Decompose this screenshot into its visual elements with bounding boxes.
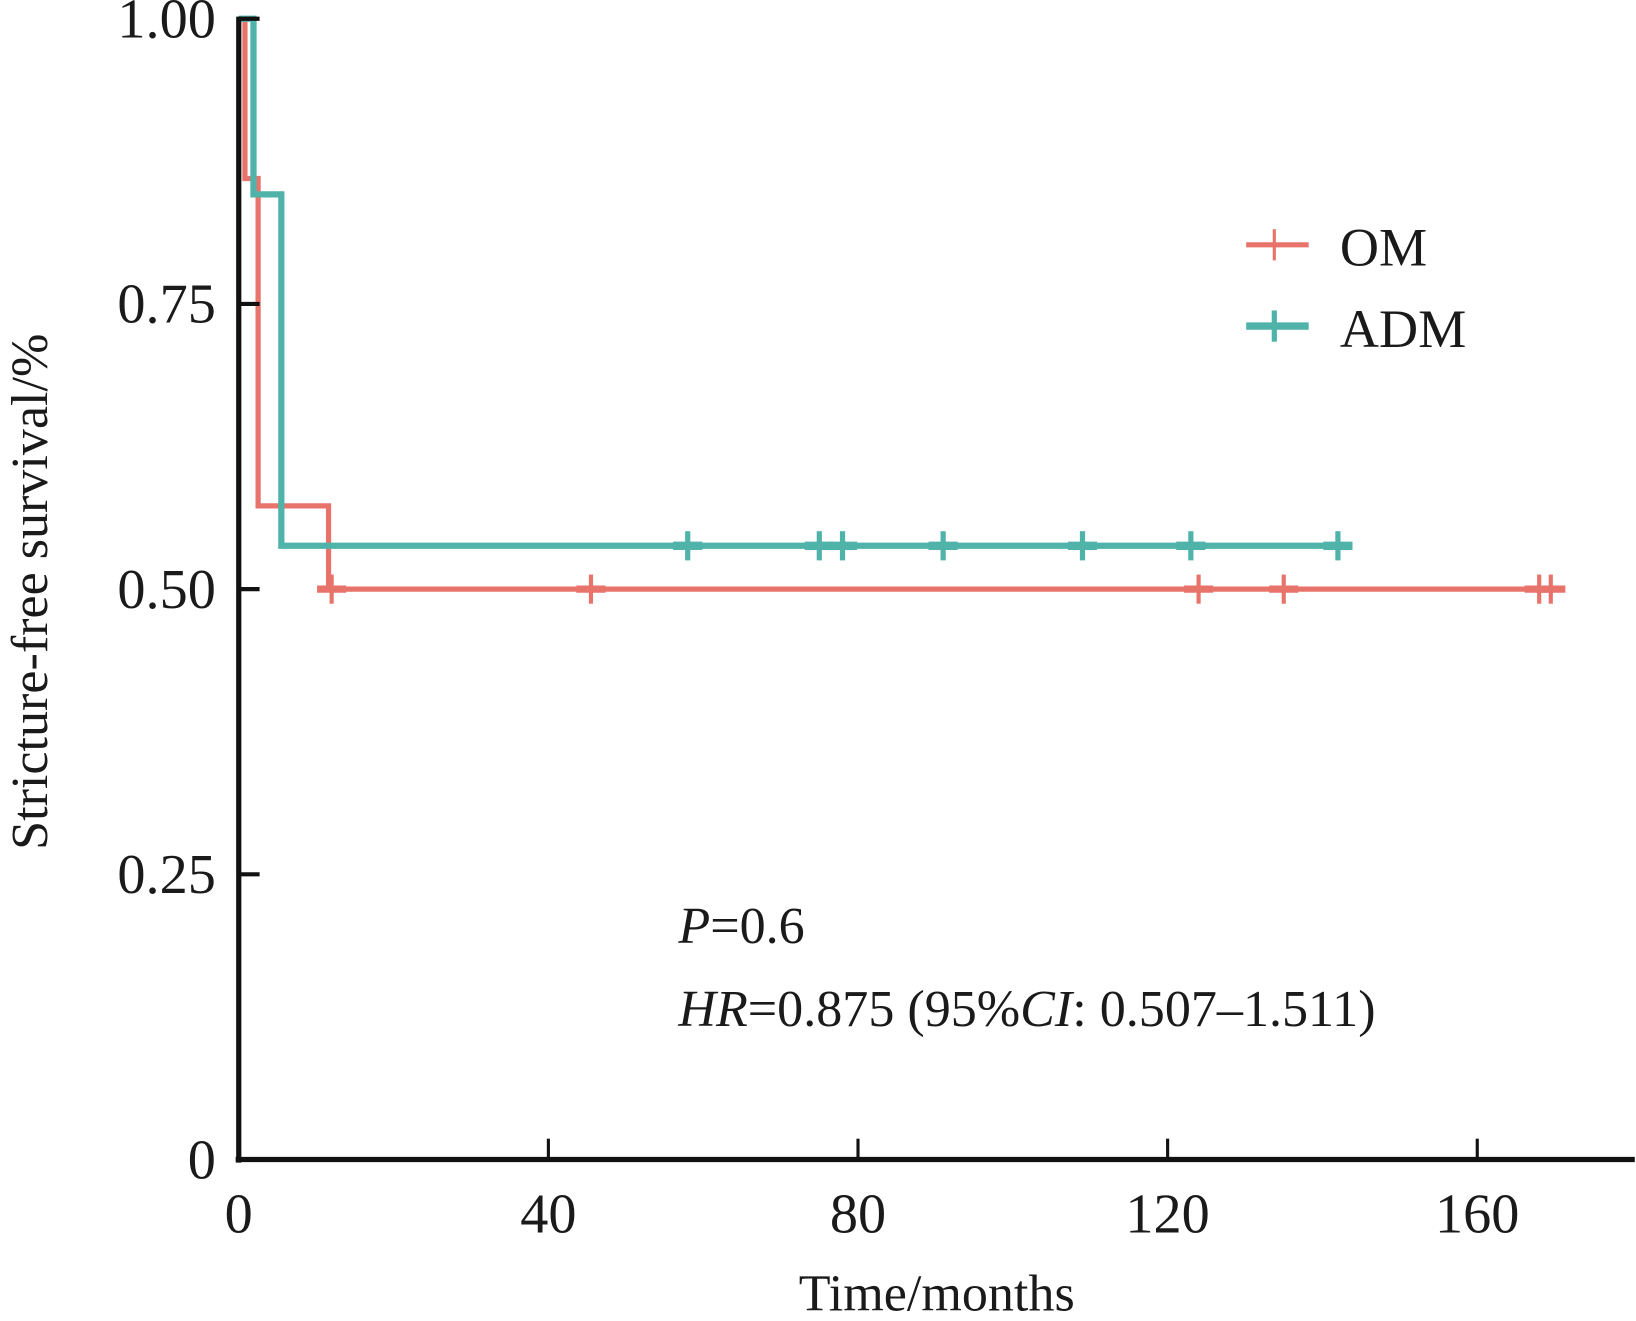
y-tick-label: 0.25 (117, 844, 215, 906)
y-ticks: 0 0.25 0.50 0.75 1.00 (117, 0, 260, 1191)
x-tick-label: 160 (1435, 1183, 1519, 1245)
y-tick-label: 1.00 (117, 0, 215, 51)
x-axis-label: Time/months (799, 1266, 1075, 1321)
x-tick-label: 120 (1125, 1183, 1209, 1245)
ci-value: : 0.507–1.511) (1072, 981, 1375, 1038)
y-axis-label: Stricture-free survival/% (2, 334, 59, 850)
p-label: P (677, 898, 710, 955)
legend-adm-label: ADM (1340, 299, 1466, 359)
legend-om-label: OM (1340, 218, 1427, 278)
curve-om (238, 16, 1563, 592)
y-tick-label: 0.75 (117, 274, 215, 336)
legend: OM ADM (1246, 218, 1466, 359)
curve-adm (238, 15, 1350, 549)
ci-label: CI (1020, 981, 1075, 1038)
x-tick-label: 40 (520, 1183, 576, 1245)
x-tick-label: 0 (225, 1183, 253, 1245)
p-value-annotation: P=0.6 (677, 898, 804, 955)
x-tick-label: 80 (830, 1183, 886, 1245)
hr-label: HR (677, 981, 747, 1038)
x-ticks: 0 40 80 120 160 (225, 1138, 1519, 1245)
hr-annotation: HR=0.875 (95%CI: 0.507–1.511) (677, 981, 1375, 1038)
y-tick-label: 0.50 (117, 559, 215, 621)
p-value: =0.6 (710, 898, 804, 955)
y-tick-label: 0 (188, 1129, 216, 1191)
hr-value: =0.875 (95% (748, 981, 1020, 1038)
